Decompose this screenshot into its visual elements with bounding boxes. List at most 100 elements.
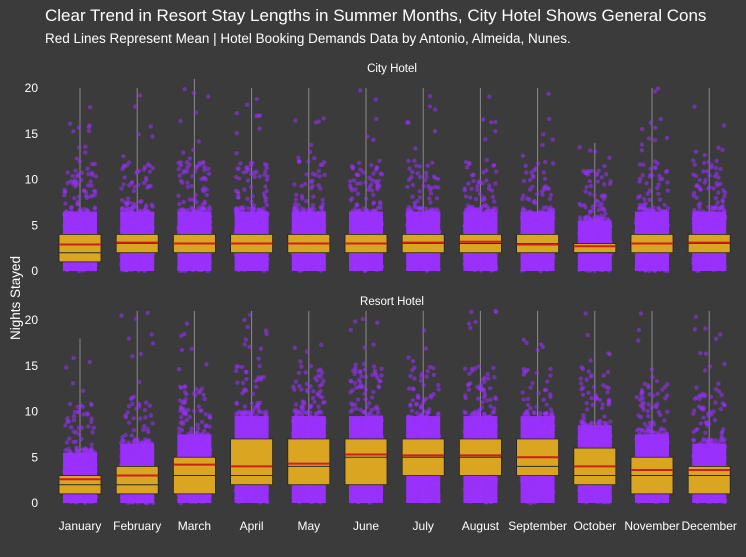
data-point — [304, 381, 309, 386]
data-point — [484, 168, 489, 173]
data-point — [244, 376, 249, 382]
data-point — [264, 165, 269, 171]
data-point — [262, 194, 267, 199]
data-point — [179, 415, 184, 420]
data-point — [493, 181, 498, 186]
data-point — [356, 384, 362, 390]
data-point — [311, 389, 316, 394]
data-point — [134, 406, 139, 411]
data-point — [583, 205, 588, 210]
data-point — [141, 427, 146, 432]
data-point — [139, 199, 144, 204]
data-point — [521, 193, 526, 198]
panel-title-city-hotel: City Hotel — [367, 63, 417, 75]
data-point — [245, 196, 250, 201]
data-point — [83, 150, 88, 155]
data-point — [240, 380, 246, 386]
data-point — [143, 175, 149, 181]
data-point — [83, 144, 88, 149]
data-point — [294, 192, 299, 197]
data-point — [125, 410, 130, 415]
data-point — [466, 207, 471, 212]
data-point — [195, 422, 200, 427]
data-point — [201, 175, 206, 181]
data-point — [242, 187, 247, 192]
data-point — [194, 200, 199, 205]
data-point — [178, 420, 183, 425]
data-point — [484, 157, 490, 163]
data-point — [348, 197, 353, 203]
data-point — [320, 400, 326, 405]
data-point — [131, 188, 137, 194]
data-point — [248, 163, 253, 168]
data-point — [358, 167, 363, 172]
data-point — [313, 411, 318, 416]
data-point — [317, 174, 322, 179]
data-point — [235, 208, 240, 213]
data-point — [543, 159, 548, 165]
data-point — [541, 132, 546, 137]
data-point — [314, 378, 320, 383]
data-point — [89, 442, 94, 447]
data-point — [319, 410, 324, 415]
data-point — [257, 363, 262, 369]
data-point — [640, 173, 645, 178]
data-point — [78, 207, 83, 212]
data-point — [348, 378, 354, 384]
data-point — [487, 94, 492, 99]
data-point — [250, 391, 255, 397]
data-point — [249, 184, 254, 190]
data-point — [85, 183, 91, 188]
data-point — [361, 409, 367, 414]
data-point — [233, 174, 239, 180]
data-point — [192, 408, 197, 414]
data-point — [248, 312, 253, 318]
data-point — [308, 404, 313, 410]
y-tick-label: 15 — [25, 127, 39, 141]
data-point — [431, 365, 436, 371]
data-point — [310, 395, 316, 401]
data-point — [429, 185, 434, 191]
data-point — [546, 186, 551, 192]
data-point — [235, 166, 240, 171]
data-point — [653, 125, 658, 130]
data-point — [234, 151, 239, 156]
y-tick-label: 5 — [31, 450, 38, 464]
data-point — [484, 178, 489, 183]
data-point — [181, 400, 187, 406]
data-point — [243, 388, 249, 393]
data-point — [427, 104, 433, 109]
data-point — [599, 201, 604, 206]
data-point — [525, 196, 530, 201]
data-point — [483, 137, 488, 142]
data-point — [521, 179, 527, 184]
data-point — [202, 168, 207, 173]
data-point — [257, 113, 263, 118]
data-point — [492, 162, 497, 168]
box-group-october — [573, 142, 617, 273]
data-point — [663, 169, 669, 174]
data-point — [74, 156, 80, 161]
data-point — [379, 373, 384, 378]
data-point — [493, 129, 498, 134]
data-point — [406, 158, 411, 163]
data-point — [263, 169, 268, 174]
data-point — [407, 166, 412, 171]
data-point — [664, 135, 670, 141]
data-point — [264, 188, 269, 194]
data-point — [261, 410, 266, 415]
data-point — [548, 192, 554, 198]
data-point — [241, 170, 246, 175]
data-point — [362, 367, 368, 372]
data-point — [136, 379, 142, 385]
data-point — [493, 119, 498, 125]
data-point — [601, 214, 606, 220]
data-point — [433, 107, 438, 112]
data-point — [428, 200, 433, 205]
data-point — [89, 170, 95, 175]
data-point — [132, 184, 137, 189]
data-point — [76, 425, 82, 431]
data-point — [293, 402, 299, 407]
data-point — [293, 197, 299, 202]
data-point — [132, 104, 138, 109]
